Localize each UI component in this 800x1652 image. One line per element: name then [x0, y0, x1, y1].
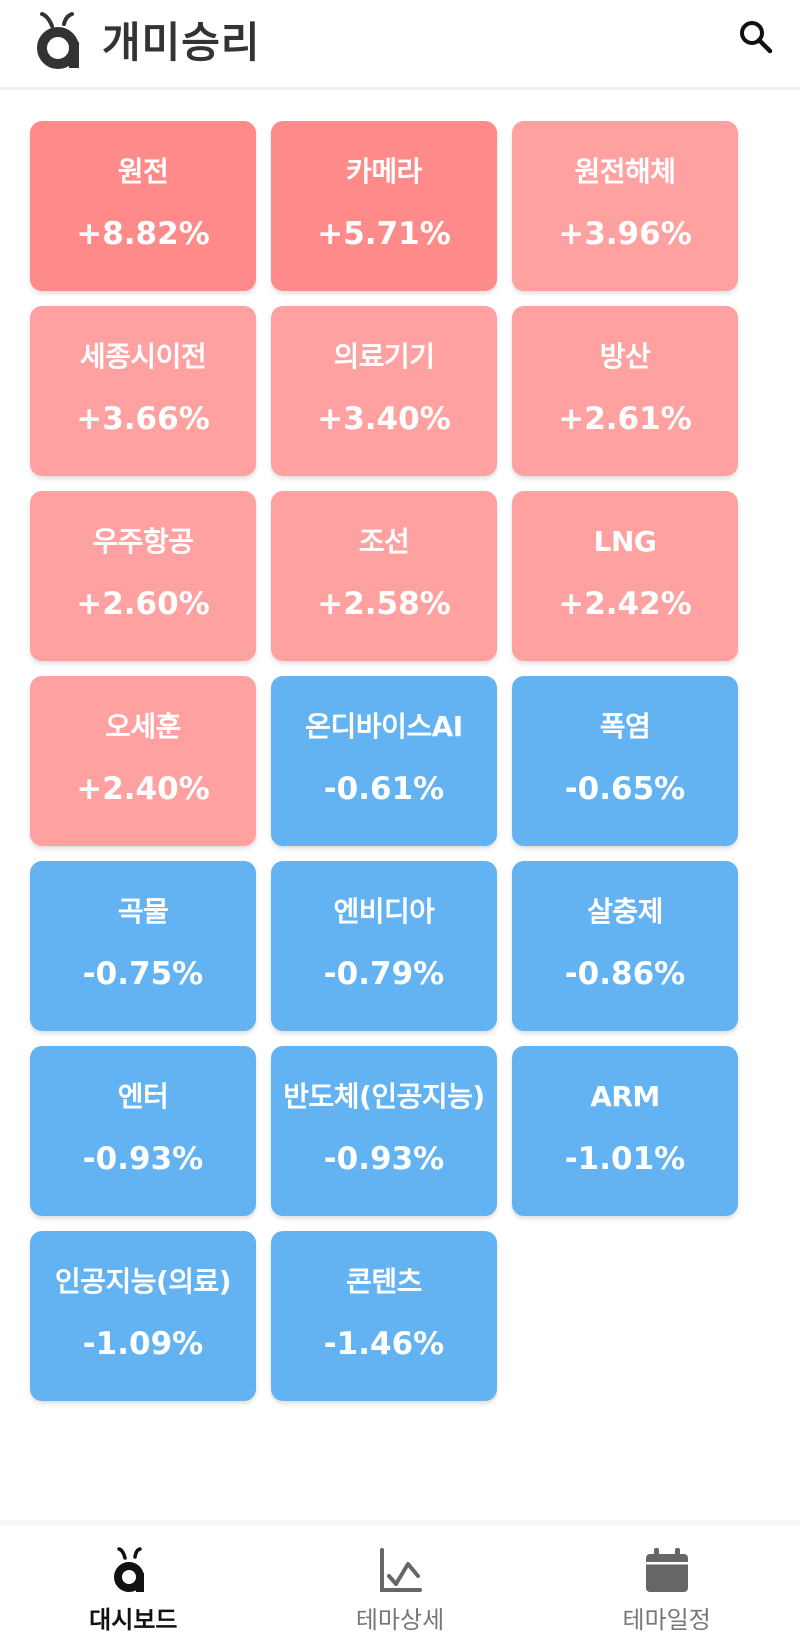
theme-name: 의료기기 — [333, 340, 435, 373]
theme-change-percent: +2.40% — [76, 771, 210, 807]
theme-change-percent: -0.75% — [82, 956, 204, 992]
theme-card[interactable]: 원전 +8.82% — [30, 121, 256, 291]
theme-name: 우주항공 — [92, 525, 194, 558]
app-logo[interactable]: 개미승리 — [34, 8, 261, 70]
theme-change-percent: +3.96% — [558, 216, 692, 252]
theme-card[interactable]: 방산 +2.61% — [512, 306, 738, 476]
theme-name: 반도체(인공지능) — [283, 1080, 485, 1113]
theme-change-percent: -1.09% — [82, 1326, 204, 1362]
theme-card[interactable]: 우주항공 +2.60% — [30, 491, 256, 661]
theme-card[interactable]: 엔비디아 -0.79% — [271, 861, 497, 1031]
theme-name: 폭염 — [599, 710, 651, 743]
theme-change-percent: -0.79% — [323, 956, 445, 992]
theme-change-percent: +2.61% — [558, 401, 692, 437]
nav-label-dashboard: 대시보드 — [89, 1606, 178, 1634]
search-icon[interactable] — [736, 18, 776, 58]
theme-name: 카메라 — [346, 155, 422, 188]
theme-card[interactable]: 조선 +2.58% — [271, 491, 497, 661]
theme-name: 오세훈 — [105, 710, 181, 743]
theme-change-percent: -0.61% — [323, 771, 445, 807]
theme-change-percent: -0.93% — [82, 1141, 204, 1177]
theme-change-percent: +8.82% — [76, 216, 210, 252]
theme-card[interactable]: 온디바이스AI -0.61% — [271, 676, 497, 846]
theme-name: 조선 — [358, 525, 410, 558]
theme-name: 원전해체 — [574, 155, 676, 188]
app-title: 개미승리 — [102, 17, 261, 67]
theme-change-percent: +3.66% — [76, 401, 210, 437]
theme-name: ARM — [590, 1080, 660, 1113]
theme-name: 엔비디아 — [333, 895, 435, 928]
bottom-navigation: 대시보드 테마상세 테마일정 — [0, 1520, 800, 1652]
theme-card[interactable]: 원전해체 +3.96% — [512, 121, 738, 291]
ant-logo-icon — [114, 1547, 145, 1592]
theme-name: 방산 — [599, 340, 651, 373]
theme-change-percent: +3.40% — [317, 401, 451, 437]
theme-card[interactable]: 곡물 -0.75% — [30, 861, 256, 1031]
theme-change-percent: +5.71% — [317, 216, 451, 252]
theme-card[interactable]: 오세훈 +2.40% — [30, 676, 256, 846]
theme-name: 온디바이스AI — [305, 710, 463, 743]
theme-grid: 원전 +8.82% 카메라 +5.71% 원전해체 +3.96% 세종시이전 +3.66% 의료… — [30, 121, 740, 1401]
theme-card[interactable]: 카메라 +5.71% — [271, 121, 497, 291]
theme-card[interactable]: 엔터 -0.93% — [30, 1046, 256, 1216]
theme-card[interactable]: LNG +2.42% — [512, 491, 738, 661]
theme-change-percent: -1.46% — [323, 1326, 445, 1362]
nav-label-theme-detail: 테마상세 — [355, 1606, 445, 1634]
theme-card[interactable]: 반도체(인공지능) -0.93% — [271, 1046, 497, 1216]
theme-name: 살충제 — [587, 895, 663, 928]
calendar-icon — [645, 1548, 688, 1592]
theme-card[interactable]: 콘텐츠 -1.46% — [271, 1231, 497, 1401]
theme-change-percent: -0.93% — [323, 1141, 445, 1177]
theme-change-percent: +2.60% — [76, 586, 210, 622]
theme-name: 엔터 — [117, 1080, 169, 1113]
theme-card[interactable]: ARM -1.01% — [512, 1046, 738, 1216]
ant-logo-icon — [37, 12, 79, 69]
theme-change-percent: +2.58% — [317, 586, 451, 622]
theme-change-percent: -1.01% — [564, 1141, 686, 1177]
nav-tab-dashboard[interactable]: 대시보드 — [0, 1526, 267, 1652]
theme-name: 콘텐츠 — [346, 1265, 422, 1298]
nav-tab-theme-schedule[interactable]: 테마일정 — [533, 1526, 800, 1652]
theme-name: 곡물 — [117, 895, 169, 928]
theme-change-percent: -0.65% — [564, 771, 686, 807]
nav-tab-theme-detail[interactable]: 테마상세 — [267, 1526, 534, 1652]
app-header: 개미승리 — [0, 0, 800, 90]
theme-card[interactable]: 세종시이전 +3.66% — [30, 306, 256, 476]
theme-card[interactable]: 인공지능(의료) -1.09% — [30, 1231, 256, 1401]
theme-name: 세종시이전 — [79, 340, 207, 373]
theme-name: 인공지능(의료) — [54, 1265, 232, 1298]
theme-change-percent: +2.42% — [558, 586, 692, 622]
theme-card[interactable]: 살충제 -0.86% — [512, 861, 738, 1031]
theme-card[interactable]: 의료기기 +3.40% — [271, 306, 497, 476]
theme-card[interactable]: 폭염 -0.65% — [512, 676, 738, 846]
theme-change-percent: -0.86% — [564, 956, 686, 992]
theme-name: LNG — [593, 525, 657, 558]
nav-label-theme-schedule: 테마일정 — [622, 1606, 711, 1634]
line-chart-icon — [380, 1548, 422, 1592]
theme-name: 원전 — [117, 155, 169, 188]
